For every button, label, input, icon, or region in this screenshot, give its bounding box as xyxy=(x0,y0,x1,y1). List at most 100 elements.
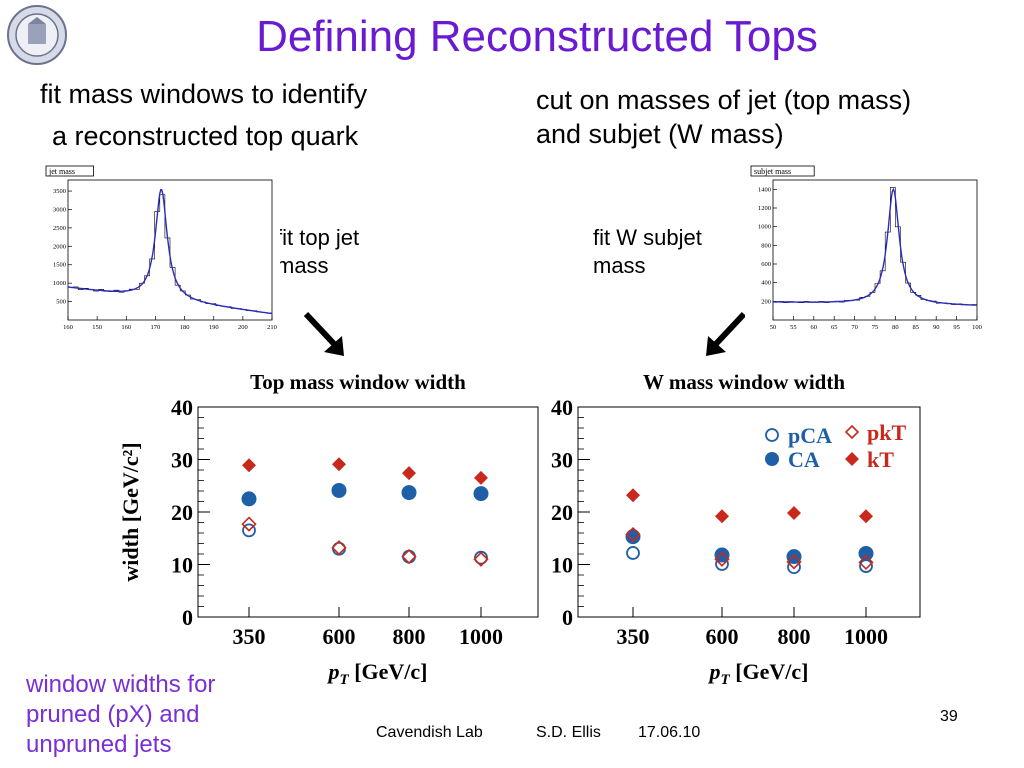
hist-x-tick-label: 160 xyxy=(63,324,73,331)
hist-y-tick-label: 2000 xyxy=(53,243,66,250)
marker-pCA xyxy=(859,559,873,573)
x-tick-label: 600 xyxy=(706,624,739,649)
hist-x-tick-label: 60 xyxy=(811,324,818,331)
chart-title: Top mass window width xyxy=(250,370,466,394)
marker-kT xyxy=(715,509,729,524)
marker-pkT xyxy=(241,516,257,532)
hist-x-tick-label: 200 xyxy=(238,324,248,331)
hist-x-tick-label: 160 xyxy=(121,324,131,331)
hist-y-tick-label: 400 xyxy=(761,280,771,287)
bottom-note-line3: unpruned jets xyxy=(26,731,172,758)
hist-x-tick-label: 180 xyxy=(180,324,190,331)
w-mass-window-chart: W mass window width 0 10 20 30 40 350 600 800 100… xyxy=(551,370,921,687)
hist-label: jet mass xyxy=(48,167,75,176)
y-tick-label: 0 xyxy=(182,605,193,630)
hist-y-tick-label: 800 xyxy=(761,242,771,249)
x-tick-label: 600 xyxy=(323,624,356,649)
marker-pkT xyxy=(714,551,730,567)
y-tick-label: 40 xyxy=(171,395,193,420)
hist-x-tick-label: 150 xyxy=(92,324,102,331)
arrow-down-right-icon xyxy=(303,311,344,356)
hist-background xyxy=(745,162,985,332)
marker-kT xyxy=(859,509,873,524)
y-tick-label: 10 xyxy=(171,553,193,578)
hist-y-tick-label: 2500 xyxy=(53,225,66,232)
fit-w-label-line1: fit W subjet xyxy=(593,225,702,250)
x-tick-label: 800 xyxy=(778,624,811,649)
hist-x-tick-label: 80 xyxy=(892,324,899,331)
y-tick-label: 40 xyxy=(551,395,573,420)
marker-pCA xyxy=(626,546,640,560)
top-mass-window-chart: Top mass window width 0 10 20 30 40 350 600 800 1… xyxy=(118,370,539,687)
legend-label-pCA: pCA xyxy=(788,423,832,448)
left-note-line1: fit mass windows to identify xyxy=(40,79,368,109)
hist-x-tick-label: 70 xyxy=(851,324,858,331)
hist-frame xyxy=(67,179,273,321)
legend-label-kT: kT xyxy=(867,447,894,472)
marker-CA xyxy=(714,547,730,563)
y-tick-label: 20 xyxy=(551,500,573,525)
x-tick-label: 350 xyxy=(617,624,650,649)
hist-label-box xyxy=(45,165,94,177)
hist-x-tick-label: 210 xyxy=(267,324,277,331)
marker-pkT xyxy=(331,540,347,556)
legend-marker-CA xyxy=(765,452,779,466)
marker-pkT xyxy=(473,551,489,567)
marker-kT xyxy=(626,488,640,503)
x-tick-label: 800 xyxy=(393,624,426,649)
y-tick-label: 20 xyxy=(171,500,193,525)
hist-label: subjet mass xyxy=(754,167,791,176)
marker-kT xyxy=(332,457,346,472)
right-note-line1: cut on masses of jet (top mass) xyxy=(536,85,912,115)
y-tick-label: 30 xyxy=(171,448,193,473)
marker-pCA xyxy=(402,549,416,564)
marker-kT xyxy=(402,466,416,481)
hist-fit-curve xyxy=(67,188,273,315)
hist-x-tick-label: 75 xyxy=(872,324,879,331)
marker-pkT xyxy=(858,554,874,571)
hist-y-tick-label: 500 xyxy=(56,299,66,306)
slide-title: Defining Reconstructed Tops xyxy=(256,12,818,61)
y-tick-label: 10 xyxy=(551,553,573,578)
university-seal-logo xyxy=(7,5,67,65)
footer-lab: Cavendish Lab xyxy=(376,724,483,741)
y-tick-label: 0 xyxy=(562,605,573,630)
hist-x-tick-label: 85 xyxy=(913,324,920,331)
hist-y-tick-label: 600 xyxy=(761,261,771,268)
hist-fit-curve xyxy=(773,187,978,306)
hist-y-tick-label: 1200 xyxy=(758,205,771,212)
hist-y-tick-label: 3000 xyxy=(53,206,66,213)
marker-kT xyxy=(474,470,488,485)
legend-label-pkT: pkT xyxy=(867,420,906,445)
y-axis-label: width [GeV/c²] xyxy=(118,442,143,581)
hist-x-tick-label: 90 xyxy=(933,324,940,331)
y-tick-label: 30 xyxy=(551,448,573,473)
footer-date: 17.06.10 xyxy=(638,724,701,741)
arrow-down-left-icon xyxy=(706,311,747,356)
hist-x-tick-label: 95 xyxy=(953,324,960,331)
hist-y-tick-label: 1000 xyxy=(53,280,66,287)
hist-y-tick-label: 3500 xyxy=(53,188,66,195)
right-note-line2: and subjet (W mass) xyxy=(536,119,784,149)
legend-marker-pkT xyxy=(844,424,860,440)
footer-author: S.D. Ellis xyxy=(536,724,601,741)
hist-x-tick-label: 50 xyxy=(770,324,777,331)
hist-y-tick-label: 1000 xyxy=(758,224,771,231)
page-number: 39 xyxy=(940,708,958,725)
hist-background xyxy=(40,162,280,332)
hist-x-tick-label: 190 xyxy=(209,324,219,331)
marker-CA xyxy=(331,482,347,498)
x-tick-label: 1000 xyxy=(459,624,503,649)
hist-label-box xyxy=(750,165,815,177)
bottom-note-line1: window widths for xyxy=(26,671,216,698)
marker-CA xyxy=(401,485,417,501)
marker-CA xyxy=(786,549,802,565)
hist-x-tick-label: 170 xyxy=(151,324,161,331)
legend-marker-pCA xyxy=(765,428,779,442)
legend-marker-kT xyxy=(845,452,859,466)
marker-pkT xyxy=(401,548,417,565)
hist-x-tick-label: 100 xyxy=(972,324,982,331)
x-axis-label: pT [GeV/c] xyxy=(708,659,809,687)
hist-y-tick-label: 1400 xyxy=(758,186,771,193)
hist-y-tick-label: 200 xyxy=(761,298,771,305)
